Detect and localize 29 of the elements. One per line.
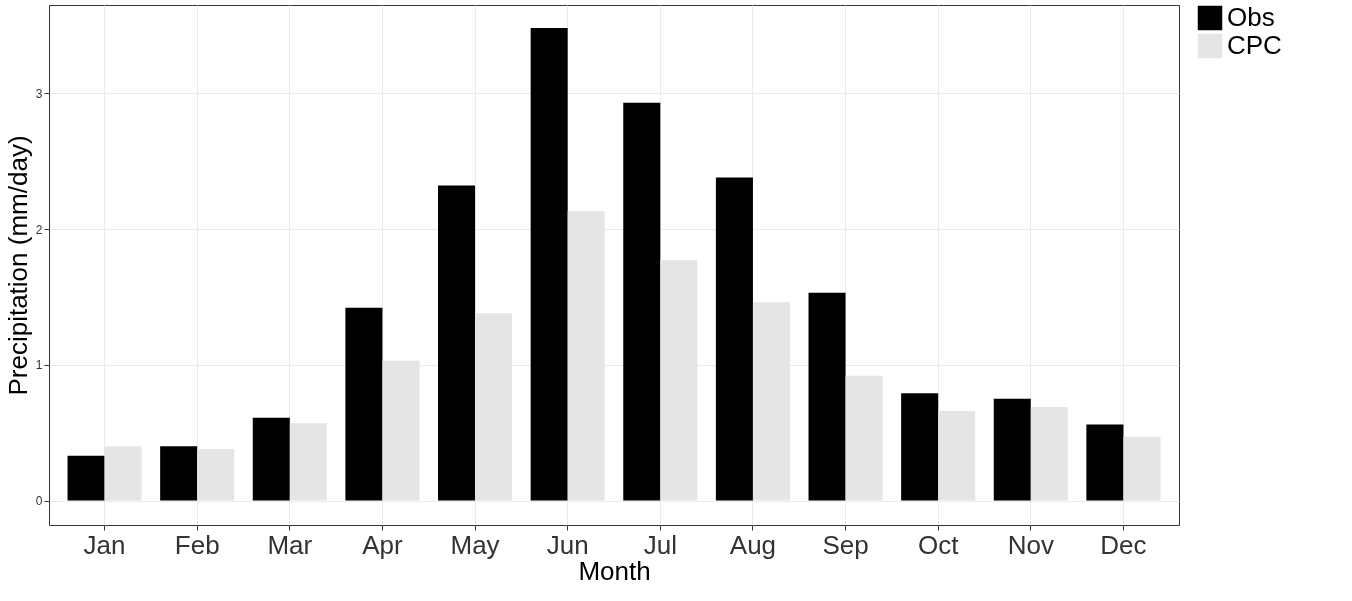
x-tick-label: Nov (1007, 529, 1054, 560)
y-tick-label: 3 (35, 86, 43, 101)
y-tick-label: 0 (35, 494, 43, 509)
bar (438, 185, 476, 501)
x-tick-label: May (450, 529, 500, 560)
y-tick-label: 1 (35, 358, 43, 373)
x-tick-label: Dec (1100, 529, 1147, 560)
bar (67, 455, 105, 501)
bar (530, 28, 568, 501)
bar (808, 292, 846, 501)
legend-label: CPC (1227, 30, 1282, 60)
bar (715, 177, 753, 501)
bar (160, 446, 198, 501)
x-tick-label: Aug (729, 529, 777, 560)
x-tick-label: Mar (267, 529, 313, 560)
x-tick-label: Feb (174, 529, 220, 560)
x-tick-label: Sep (822, 529, 869, 560)
bar (993, 398, 1031, 501)
bar (623, 102, 661, 501)
x-tick-label: Oct (917, 529, 960, 560)
y-axis-title: Precipitation (mm/day) (2, 135, 33, 396)
x-tick-label: Apr (362, 529, 404, 560)
x-tick-label: Jan (83, 529, 126, 560)
bar (901, 393, 939, 501)
bar (252, 417, 290, 501)
y-tick-label: 2 (35, 222, 43, 237)
bar (1086, 424, 1124, 501)
bar (345, 307, 383, 501)
legend-label: Obs (1227, 2, 1275, 32)
